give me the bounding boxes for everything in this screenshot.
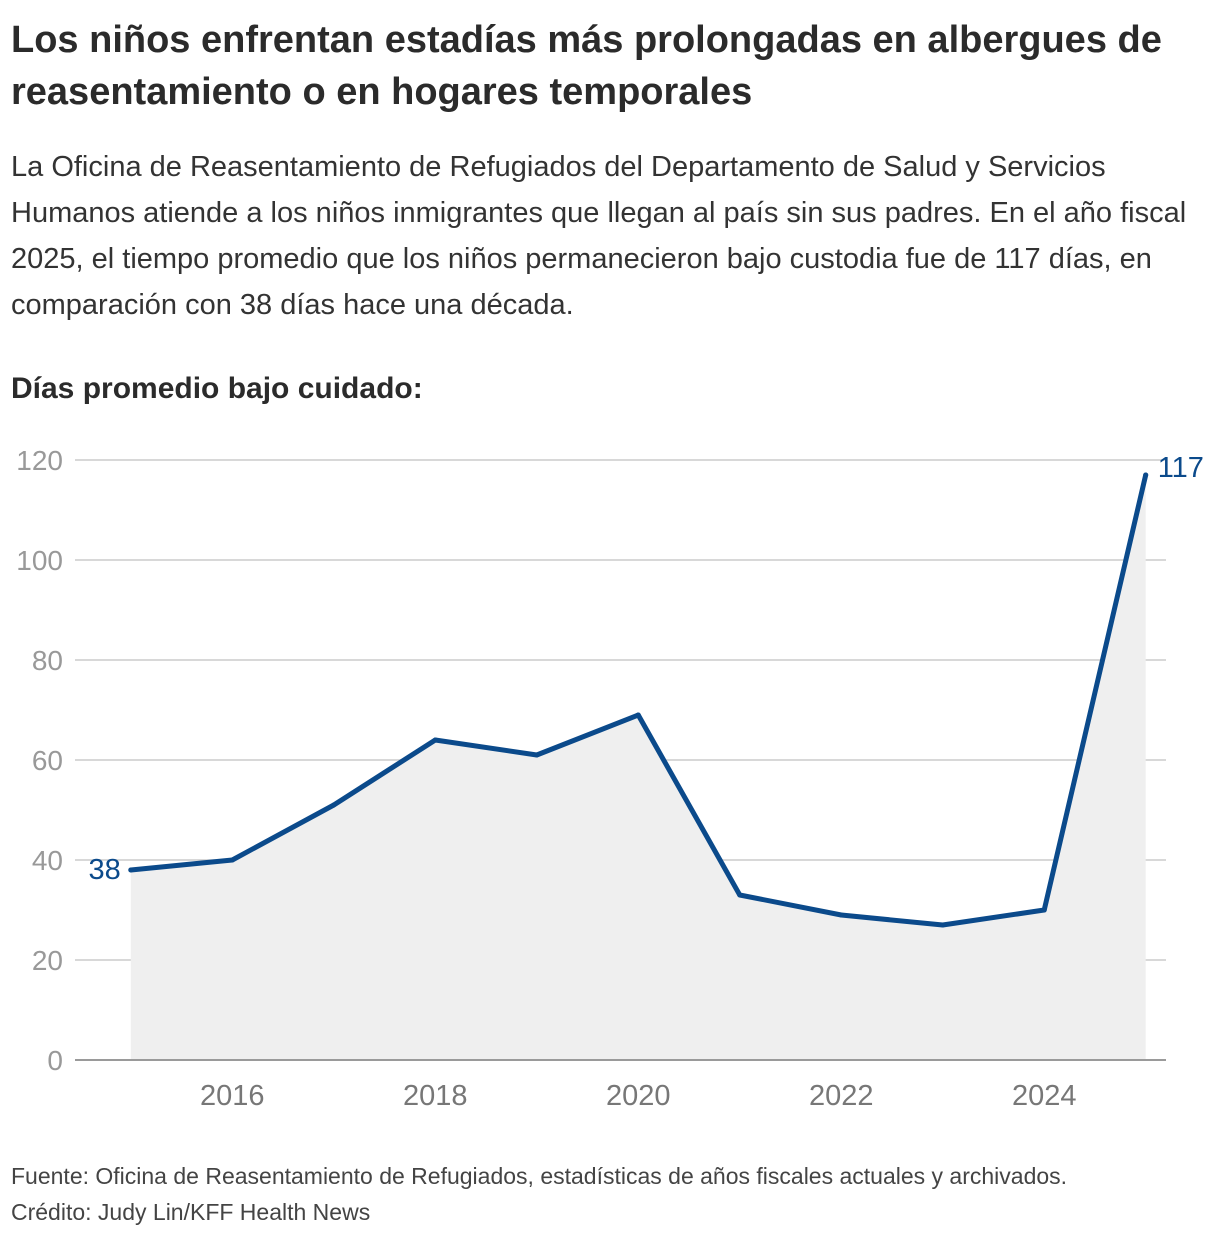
data-point-2019 — [534, 752, 540, 758]
data-point-2016 — [229, 857, 235, 863]
area-fill — [130, 475, 1146, 1060]
y-tick-label: 60 — [32, 745, 63, 776]
x-tick-label: 2020 — [606, 1080, 671, 1112]
y-tick-label: 40 — [32, 845, 63, 876]
chart-subtitle: La Oficina de Reasentamiento de Refugiad… — [11, 151, 1187, 321]
y-tick-label: 20 — [32, 945, 63, 976]
area-shape — [130, 475, 1146, 1060]
data-point-2022 — [838, 912, 844, 918]
y-tick-label: 80 — [32, 645, 63, 676]
data-point-2015 — [128, 867, 134, 873]
y-tick-label: 120 — [16, 445, 63, 476]
x-tick-label: 2024 — [1012, 1080, 1077, 1112]
source-note: Fuente: Oficina de Reasentamiento de Ref… — [11, 1163, 1068, 1189]
data-labels: 38 117 — [89, 452, 1204, 886]
x-tick-label: 2016 — [200, 1080, 265, 1112]
chart-footer: Fuente: Oficina de Reasentamiento de Ref… — [11, 1158, 1067, 1230]
y-tick-label: 100 — [16, 545, 63, 576]
data-series — [128, 472, 1149, 928]
data-point-2023 — [940, 922, 946, 928]
data-point-2018 — [432, 737, 438, 743]
x-tick-label: 2018 — [403, 1080, 468, 1112]
data-point-2020 — [635, 712, 641, 718]
data-point-2017 — [331, 802, 337, 808]
y-tick-label: 0 — [47, 1045, 63, 1076]
credit-note: Crédito: Judy Lin/KFF Health News — [11, 1199, 371, 1225]
data-label-2015: 38 — [89, 854, 121, 886]
line-chart: 0 20 40 60 80 100 120 2016 2018 2020 2022 2024 38 1… — [16, 445, 1204, 1112]
data-point-2025 — [1143, 472, 1149, 478]
y-axis-ticks: 0 20 40 60 80 100 120 — [16, 445, 63, 1076]
x-axis-ticks: 2016 2018 2020 2022 2024 — [200, 1080, 1076, 1112]
data-point-2021 — [737, 892, 743, 898]
data-label-2025: 117 — [1158, 452, 1204, 484]
data-point-2024 — [1041, 907, 1047, 913]
y-axis-label: Días promedio bajo cuidado: — [11, 372, 423, 405]
x-tick-label: 2022 — [809, 1080, 874, 1112]
chart-title: Los niños enfrentan estadías más prolong… — [11, 19, 1162, 113]
